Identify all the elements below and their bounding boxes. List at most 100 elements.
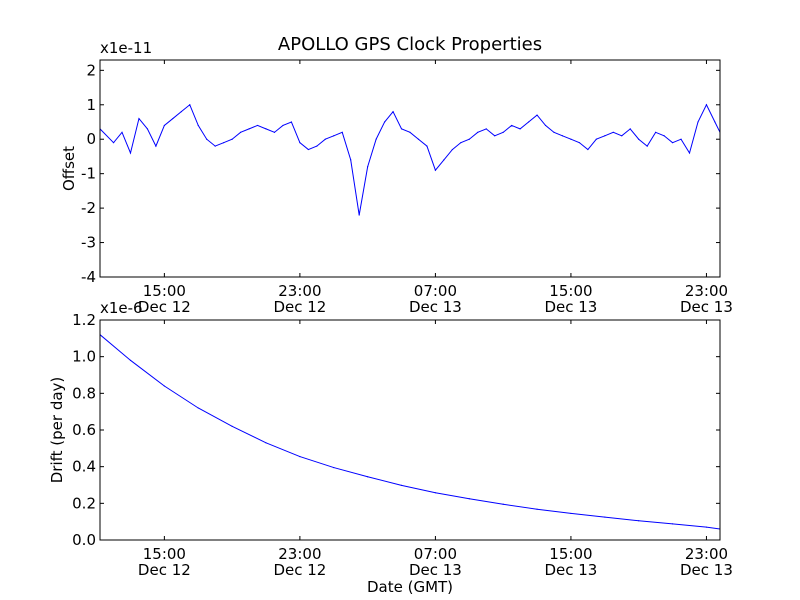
offset-data-point: [604, 135, 606, 137]
offset-data-point: [494, 135, 496, 137]
drift-y-multiplier: x1e-6: [100, 299, 143, 317]
offset-data-point: [570, 138, 572, 140]
offset-x-tick-time: 23:00: [685, 282, 728, 300]
offset-data-point: [578, 142, 581, 144]
offset-data-point: [460, 142, 462, 144]
drift-data-point: [705, 526, 708, 528]
offset-x-tick-date: Dec 12: [273, 298, 326, 316]
drift-data-point: [333, 466, 335, 469]
drift-x-tick-time: 23:00: [278, 545, 321, 563]
drift-data-point: [197, 407, 199, 409]
offset-data-point: [273, 131, 276, 133]
offset-data-point: [519, 128, 521, 130]
offset-series-line: [100, 103, 720, 216]
offset-data-point: [587, 148, 589, 151]
offset-data-point: [350, 159, 352, 161]
drift-data-point: [265, 442, 267, 444]
offset-x-tick-time: 07:00: [414, 282, 457, 300]
drift-x-tick-date: Dec 13: [544, 561, 597, 579]
offset-data-point: [223, 142, 225, 144]
offset-y-tick-label: 1: [86, 96, 96, 114]
offset-data-point: [688, 152, 691, 154]
offset-x-tick-date: Dec 13: [544, 298, 597, 316]
offset-data-point: [511, 124, 513, 127]
offset-data-point: [638, 138, 640, 140]
drift-x-tick-time: 07:00: [414, 545, 457, 563]
drift-y-tick-label: 0.6: [72, 421, 96, 439]
drift-x-tick-date: Dec 12: [138, 561, 191, 579]
offset-x-tick-time: 15:00: [143, 282, 186, 300]
drift-x-axis-label: Date (GMT): [367, 578, 453, 596]
offset-data-point: [231, 138, 233, 140]
chart-title: APOLLO GPS Clock Properties: [278, 34, 542, 55]
offset-data-point: [265, 128, 267, 130]
offset-data-point: [705, 104, 708, 106]
drift-y-axis-label: Drift (per day): [48, 377, 66, 484]
drift-x-tick-time: 15:00: [143, 545, 186, 563]
offset-data-point: [129, 152, 132, 154]
drift-y-tick-label: 0.0: [72, 531, 96, 549]
offset-y-tick-label: -2: [81, 199, 96, 217]
offset-data-point: [621, 135, 623, 137]
offset-data-point: [256, 124, 259, 127]
offset-data-point: [333, 135, 335, 137]
offset-y-axis-label: Offset: [60, 146, 78, 191]
drift-axes-frame: [99, 319, 721, 541]
offset-y-tick-label: -1: [81, 165, 96, 183]
offset-data-point: [282, 124, 284, 127]
offset-data-point: [468, 138, 470, 140]
drift-y-tick-label: 1.2: [72, 311, 96, 329]
offset-data-point: [155, 145, 157, 147]
offset-data-point: [646, 145, 648, 147]
offset-data-point: [536, 114, 538, 116]
drift-data-point: [570, 512, 572, 515]
offset-data-point: [189, 104, 191, 106]
offset-y-multiplier: x1e-11: [100, 39, 152, 57]
offset-data-point: [502, 131, 504, 133]
drift-data-point: [536, 508, 538, 510]
drift-data-point: [163, 385, 165, 387]
offset-data-point: [663, 135, 665, 137]
offset-x-tick-time: 15:00: [549, 282, 592, 300]
offset-data-point: [595, 138, 597, 140]
offset-data-point: [426, 145, 428, 147]
drift-y-tick-label: 0.8: [72, 384, 96, 402]
offset-x-tick-date: Dec 13: [680, 298, 733, 316]
offset-axes-frame: [99, 59, 721, 278]
offset-data-point: [163, 124, 165, 127]
offset-data-point: [434, 169, 437, 171]
offset-data-point: [121, 131, 123, 133]
offset-data-point: [451, 148, 453, 151]
offset-data-point: [655, 131, 657, 133]
offset-data-point: [197, 124, 199, 127]
offset-y-tick-label: 2: [86, 61, 96, 79]
drift-x-tick-date: Dec 13: [409, 561, 462, 579]
offset-data-point: [561, 135, 564, 137]
offset-data-point: [180, 111, 182, 113]
offset-data-point: [680, 138, 682, 140]
offset-data-point: [485, 128, 487, 130]
drift-x-tick-time: 15:00: [549, 545, 592, 563]
offset-data-point: [443, 159, 445, 161]
offset-data-point: [375, 138, 377, 140]
offset-data-point: [553, 131, 555, 133]
drift-series-line: [100, 334, 720, 530]
offset-data-point: [392, 111, 394, 113]
offset-data-point: [409, 131, 411, 133]
offset-data-point: [206, 138, 208, 140]
offset-data-point: [290, 121, 293, 123]
offset-data-point: [240, 131, 242, 133]
offset-data-point: [299, 142, 301, 144]
offset-x-tick-date: Dec 12: [138, 298, 191, 316]
drift-data-point: [468, 498, 470, 500]
offset-data-point: [112, 142, 115, 144]
drift-data-point: [502, 503, 504, 505]
drift-x-tick-time: 23:00: [685, 545, 728, 563]
drift-data-point: [400, 484, 403, 486]
offset-data-point: [697, 121, 699, 123]
offset-data-point: [544, 124, 547, 127]
offset-data-point: [612, 131, 614, 133]
offset-data-point: [341, 131, 343, 133]
offset-data-point: [477, 131, 479, 133]
